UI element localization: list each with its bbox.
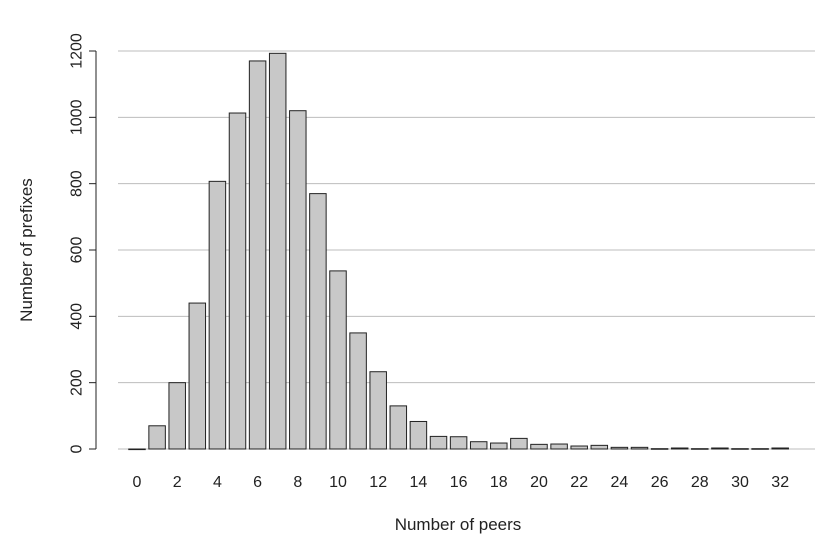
y-axis-title: Number of prefixes — [17, 178, 36, 322]
bar-15 — [429, 435, 448, 450]
x-tick-label: 26 — [651, 474, 669, 491]
bar-17 — [469, 441, 488, 450]
x-tick-label: 8 — [293, 474, 302, 491]
bar-31 — [751, 448, 769, 450]
bar-21 — [550, 443, 568, 450]
x-tick-label: 16 — [450, 474, 468, 491]
bar-13 — [389, 405, 408, 450]
y-tick-label: 200 — [69, 369, 86, 396]
x-tick-label: 6 — [253, 474, 262, 491]
x-tick-label: 10 — [329, 474, 347, 491]
bar-27 — [670, 447, 689, 450]
bar-16 — [449, 436, 468, 450]
x-tick-label: 24 — [611, 474, 629, 491]
x-tick-label: 2 — [173, 474, 182, 491]
bar-4 — [208, 180, 227, 450]
bar-11 — [349, 332, 367, 450]
bar-3 — [188, 302, 207, 450]
bar-8 — [289, 110, 307, 450]
x-axis-title: Number of peers — [395, 515, 522, 534]
bar-18 — [490, 442, 508, 450]
bar-20 — [530, 443, 548, 450]
x-tick-label: 30 — [731, 474, 749, 491]
x-tick-label: 0 — [133, 474, 142, 491]
bar-6 — [248, 60, 267, 450]
y-tick-label: 1200 — [69, 33, 86, 69]
bar-26 — [650, 448, 669, 450]
bar-2 — [168, 382, 186, 450]
bar-12 — [369, 371, 387, 450]
x-tick-label: 22 — [570, 474, 588, 491]
x-tick-label: 4 — [213, 474, 222, 491]
x-tick-label: 20 — [530, 474, 548, 491]
bar-30 — [731, 448, 749, 450]
bar-14 — [409, 420, 428, 450]
bar-29 — [711, 447, 729, 450]
bar-23 — [590, 444, 609, 450]
bar-19 — [510, 437, 528, 450]
bar-10 — [329, 270, 347, 450]
bar-28 — [691, 448, 709, 450]
bar-32 — [771, 447, 789, 450]
x-axis-ticks: 0 2 4 6 8 10 12 14 16 18 20 22 24 26 28 30 32 — [133, 474, 790, 491]
y-tick-label: 600 — [69, 237, 86, 264]
bar-9 — [309, 193, 327, 450]
bar-7 — [268, 52, 287, 450]
bar-0 — [128, 448, 146, 451]
x-tick-label: 14 — [410, 474, 428, 491]
bars — [128, 52, 789, 451]
x-tick-label: 28 — [691, 474, 709, 491]
bar-1 — [148, 425, 166, 450]
y-axis: 0 200 400 600 800 1000 1200 — [69, 33, 97, 453]
y-tick-label: 1000 — [69, 99, 86, 135]
x-tick-label: 32 — [771, 474, 789, 491]
x-tick-label: 12 — [369, 474, 387, 491]
y-tick-label: 0 — [69, 444, 86, 453]
bar-25 — [630, 446, 649, 450]
bar-22 — [570, 445, 588, 450]
x-tick-label: 18 — [490, 474, 508, 491]
bar-24 — [610, 446, 629, 450]
bar-5 — [228, 112, 247, 450]
y-tick-label: 400 — [69, 303, 86, 330]
y-tick-label: 800 — [69, 170, 86, 197]
